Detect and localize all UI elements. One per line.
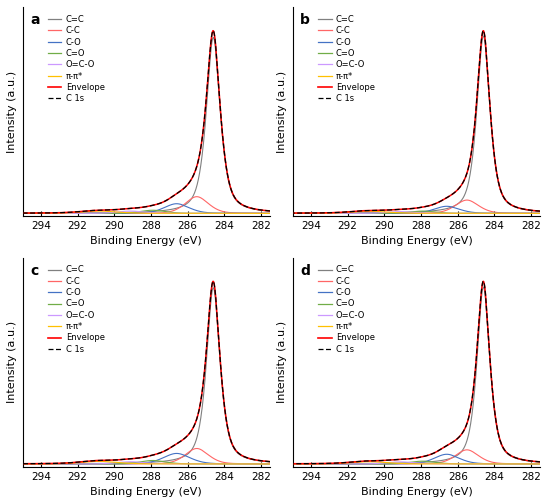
Y-axis label: Intensity (a.u.): Intensity (a.u.) [277, 321, 287, 403]
Legend: C=C, C-C, C-O, C=O, O=C-O, π-π*, Envelope, C 1s: C=C, C-C, C-O, C=O, O=C-O, π-π*, Envelop… [317, 264, 376, 355]
X-axis label: Binding Energy (eV): Binding Energy (eV) [361, 236, 472, 246]
Text: c: c [30, 264, 38, 278]
Legend: C=C, C-C, C-O, C=O, O=C-O, π-π*, Envelope, C 1s: C=C, C-C, C-O, C=O, O=C-O, π-π*, Envelop… [47, 13, 106, 105]
Y-axis label: Intensity (a.u.): Intensity (a.u.) [7, 71, 17, 153]
X-axis label: Binding Energy (eV): Binding Energy (eV) [90, 236, 202, 246]
X-axis label: Binding Energy (eV): Binding Energy (eV) [361, 487, 472, 497]
Legend: C=C, C-C, C-O, C=O, O=C-O, π-π*, Envelope, C 1s: C=C, C-C, C-O, C=O, O=C-O, π-π*, Envelop… [47, 264, 106, 355]
X-axis label: Binding Energy (eV): Binding Energy (eV) [90, 487, 202, 497]
Text: a: a [30, 13, 40, 27]
Text: d: d [300, 264, 310, 278]
Legend: C=C, C-C, C-O, C=O, O=C-O, π-π*, Envelope, C 1s: C=C, C-C, C-O, C=O, O=C-O, π-π*, Envelop… [317, 13, 376, 105]
Y-axis label: Intensity (a.u.): Intensity (a.u.) [277, 71, 287, 153]
Y-axis label: Intensity (a.u.): Intensity (a.u.) [7, 321, 17, 403]
Text: b: b [300, 13, 310, 27]
